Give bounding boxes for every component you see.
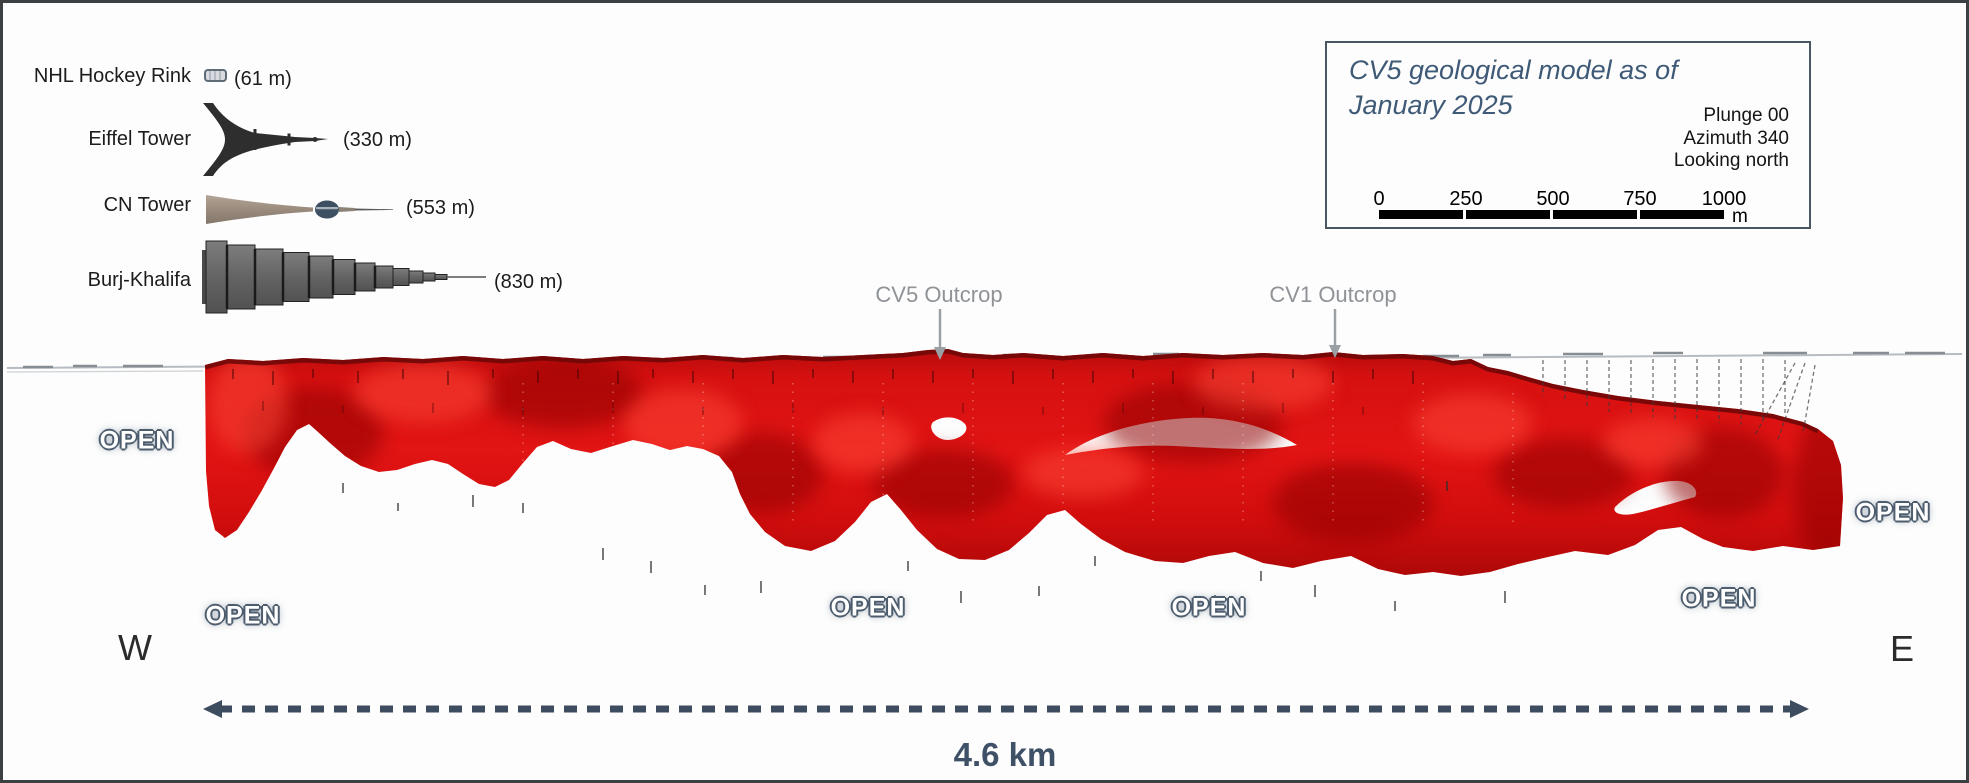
span-length-label: 4.6 km bbox=[953, 736, 1057, 773]
east-marker: E bbox=[1889, 628, 1915, 669]
structure-label-cn-tower: CN Tower bbox=[103, 194, 191, 216]
view-orientation-info: Plunge 00 Azimuth 340 Looking north bbox=[1674, 105, 1789, 173]
looking-direction: Looking north bbox=[1673, 150, 1789, 171]
nhl-hockey-rink-graphic bbox=[204, 69, 227, 82]
scale-tick-500: 500 bbox=[1536, 188, 1570, 210]
cn-tower-graphic bbox=[206, 195, 393, 224]
open-label-center-left: OPEN bbox=[830, 593, 906, 622]
open-label-east-lower: OPEN bbox=[1681, 584, 1757, 613]
plunge-value: Plunge 00 bbox=[1703, 105, 1789, 126]
cross-section-art bbox=[6, 69, 1963, 718]
cv1-outcrop-arrow bbox=[1329, 309, 1341, 358]
ore-top-dark-edge bbox=[205, 349, 1820, 434]
west-marker: W bbox=[118, 627, 152, 668]
scale-tick-0: 0 bbox=[1373, 188, 1385, 210]
open-label-west-upper: OPEN bbox=[99, 426, 175, 455]
legend-box: CV5 geological model as of January 2025 … bbox=[1325, 41, 1811, 229]
structure-height-burj-khalifa: (830 m) bbox=[494, 271, 563, 293]
scale-tick-250: 250 bbox=[1449, 188, 1483, 210]
scale-unit: m bbox=[1732, 206, 1748, 227]
structure-label-eiffel-tower: Eiffel Tower bbox=[88, 128, 191, 150]
open-label-east-upper: OPEN bbox=[1855, 498, 1931, 527]
cv5-outcrop-arrow bbox=[934, 309, 946, 360]
open-label-west-lower: OPEN bbox=[205, 601, 281, 630]
figure-title: CV5 geological model as of January 2025 bbox=[1349, 53, 1678, 123]
structure-height-eiffel-tower: (330 m) bbox=[343, 129, 412, 151]
scale-tick-750: 750 bbox=[1623, 188, 1657, 210]
structure-label-nhl-rink: NHL Hockey Rink bbox=[33, 65, 191, 87]
span-arrow bbox=[203, 700, 1809, 718]
cv5-outcrop-label: CV5 Outcrop bbox=[875, 282, 1003, 307]
drillhole-traces bbox=[342, 359, 1816, 613]
burj-khalifa-graphic bbox=[202, 240, 486, 314]
eiffel-tower-graphic bbox=[203, 103, 328, 176]
structure-height-cn-tower: (553 m) bbox=[406, 197, 475, 219]
figure-title-line2: January 2025 bbox=[1349, 90, 1513, 120]
scale-tick-1000: 1000 bbox=[1701, 188, 1747, 210]
cv1-outcrop-label: CV1 Outcrop bbox=[1269, 282, 1397, 307]
scale-bar bbox=[1379, 210, 1724, 219]
structure-height-nhl-rink: (61 m) bbox=[234, 68, 292, 90]
structure-label-burj-khalifa: Burj-Khalifa bbox=[87, 269, 191, 291]
ore-body bbox=[205, 349, 1843, 576]
figure-title-line1: CV5 geological model as of bbox=[1349, 55, 1678, 85]
open-label-center-right: OPEN bbox=[1171, 593, 1247, 622]
azimuth-value: Azimuth 340 bbox=[1683, 127, 1789, 149]
